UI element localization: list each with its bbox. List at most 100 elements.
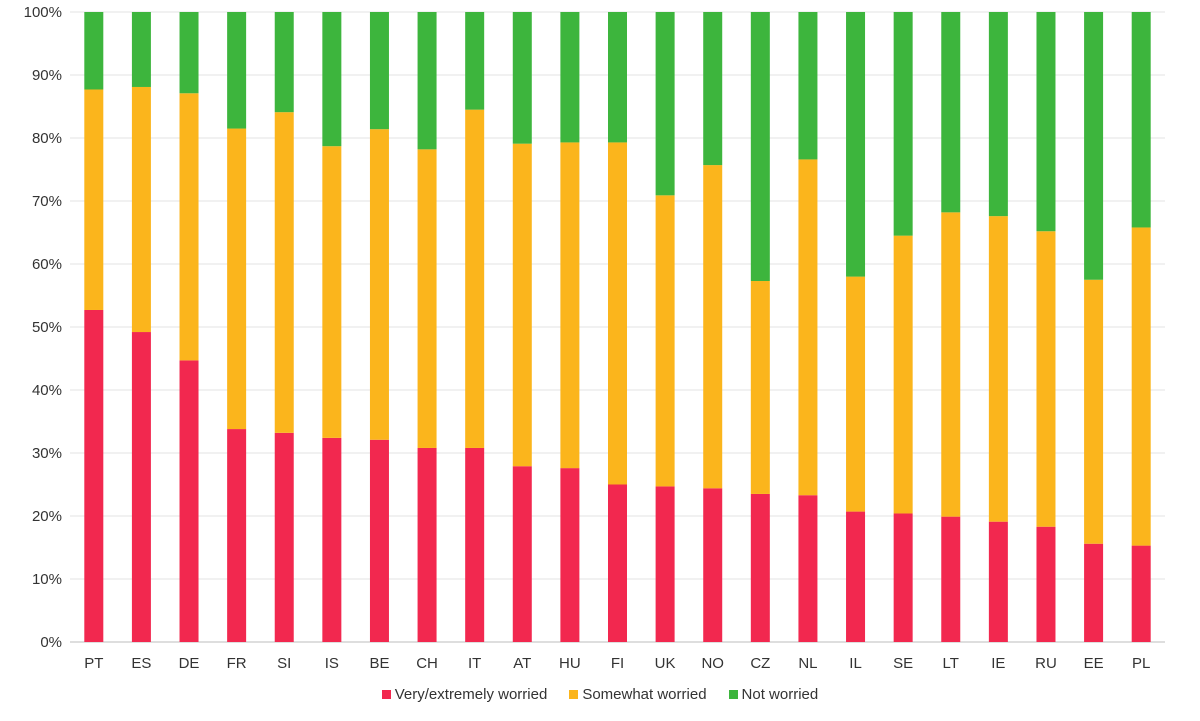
bar-segment — [131, 332, 151, 642]
x-axis-ticks: PT ES DE FR SI IS BE CH IT AT HU FI UK NO CZ NL IL SE LT IE… — [84, 655, 1150, 672]
legend-item-somewhat-worried: Somewhat worried — [569, 686, 707, 703]
y-tick-label: 80% — [32, 130, 62, 147]
bar-segment — [465, 12, 485, 110]
bars — [84, 12, 1151, 642]
bar-segment — [322, 12, 342, 147]
bar-segment — [131, 12, 151, 87]
bar-segment — [512, 466, 532, 642]
bar-segment — [227, 128, 247, 430]
bar-segment — [703, 165, 723, 489]
bar-segment — [798, 159, 818, 496]
bar-segment — [369, 12, 389, 130]
x-tick-label: AT — [513, 655, 531, 672]
bar-segment — [941, 516, 961, 642]
bar-segment — [417, 149, 437, 448]
x-tick-label: IT — [468, 655, 481, 672]
bar-segment — [512, 143, 532, 467]
x-tick-label: RU — [1035, 655, 1057, 672]
legend-label-very-worried: Very/extremely worried — [394, 686, 548, 703]
bar-segment — [893, 12, 913, 236]
x-tick-label: PL — [1132, 655, 1150, 672]
y-tick-label: 30% — [32, 445, 62, 462]
bar-segment — [798, 12, 818, 160]
bar-segment — [703, 488, 723, 642]
bar-segment — [179, 360, 199, 642]
x-tick-label: EE — [1084, 655, 1104, 672]
x-tick-label: FR — [227, 655, 247, 672]
legend-swatch-not-worried — [728, 690, 738, 699]
bar-segment — [179, 93, 199, 361]
bar-segment — [84, 89, 104, 310]
bar-segment — [655, 195, 675, 487]
x-tick-label: HU — [559, 655, 581, 672]
bar-segment — [179, 12, 199, 94]
bar-segment — [750, 12, 770, 282]
legend-label-somewhat-worried: Somewhat worried — [582, 686, 707, 703]
bar-segment — [84, 309, 104, 642]
x-tick-label: LT — [943, 655, 959, 672]
x-tick-label: SI — [277, 655, 291, 672]
bar-segment — [227, 429, 247, 642]
bar-segment — [703, 12, 723, 166]
bar-segment — [893, 235, 913, 514]
bar-segment — [465, 447, 485, 642]
x-tick-label: FI — [611, 655, 624, 672]
bar-segment — [1084, 543, 1104, 642]
bar-segment — [1036, 526, 1056, 642]
bar-segment — [1131, 545, 1151, 642]
bar-segment — [941, 212, 961, 517]
bar-segment — [655, 12, 675, 196]
bar-segment — [512, 12, 532, 144]
legend-label-not-worried: Not worried — [741, 686, 819, 703]
y-tick-label: 60% — [32, 256, 62, 273]
bar-segment — [1036, 12, 1056, 232]
legend-swatch-very-worried — [381, 690, 391, 699]
y-tick-label: 50% — [32, 319, 62, 336]
bar-segment — [1131, 12, 1151, 228]
x-tick-label: CZ — [750, 655, 770, 672]
legend-swatch-somewhat-worried — [569, 690, 579, 699]
y-axis-ticks: 0% 10% 20% 30% 40% 50% 60% 70% 80% 90% 100% — [24, 4, 62, 651]
bar-segment — [1131, 227, 1151, 546]
y-tick-label: 10% — [32, 571, 62, 588]
bar-segment — [369, 439, 389, 642]
bar-segment — [322, 437, 342, 642]
bar-segment — [893, 513, 913, 642]
bar-segment — [322, 146, 342, 438]
bar-segment — [608, 484, 627, 642]
bar-segment — [655, 486, 675, 642]
legend: Very/extremely worried Somewhat worried … — [0, 686, 1200, 703]
x-tick-label: DE — [179, 655, 200, 672]
legend-item-very-worried: Very/extremely worried — [381, 686, 548, 703]
x-tick-label: BE — [369, 655, 389, 672]
bar-segment — [846, 12, 866, 277]
bar-segment — [1036, 231, 1056, 527]
legend-item-not-worried: Not worried — [728, 686, 819, 703]
bar-segment — [560, 142, 580, 469]
x-tick-label: IE — [991, 655, 1005, 672]
bar-segment — [988, 12, 1008, 217]
x-tick-label: NO — [701, 655, 724, 672]
bar-segment — [560, 468, 580, 642]
bar-segment — [988, 216, 1008, 522]
bar-segment — [750, 281, 770, 494]
bar-segment — [560, 12, 580, 143]
bar-segment — [798, 495, 818, 642]
bar-segment — [941, 12, 961, 213]
y-tick-label: 40% — [32, 382, 62, 399]
x-tick-label: CH — [416, 655, 438, 672]
y-tick-label: 0% — [40, 634, 62, 651]
bar-segment — [274, 432, 294, 642]
bar-segment — [274, 12, 294, 113]
y-tick-label: 90% — [32, 67, 62, 84]
x-tick-label: IL — [849, 655, 862, 672]
y-tick-label: 70% — [32, 193, 62, 210]
bar-segment — [465, 109, 485, 448]
bar-segment — [988, 521, 1008, 642]
y-tick-label: 100% — [24, 4, 62, 21]
x-tick-label: NL — [798, 655, 817, 672]
bar-segment — [1084, 279, 1104, 544]
y-tick-label: 20% — [32, 508, 62, 525]
bar-segment — [227, 12, 247, 129]
